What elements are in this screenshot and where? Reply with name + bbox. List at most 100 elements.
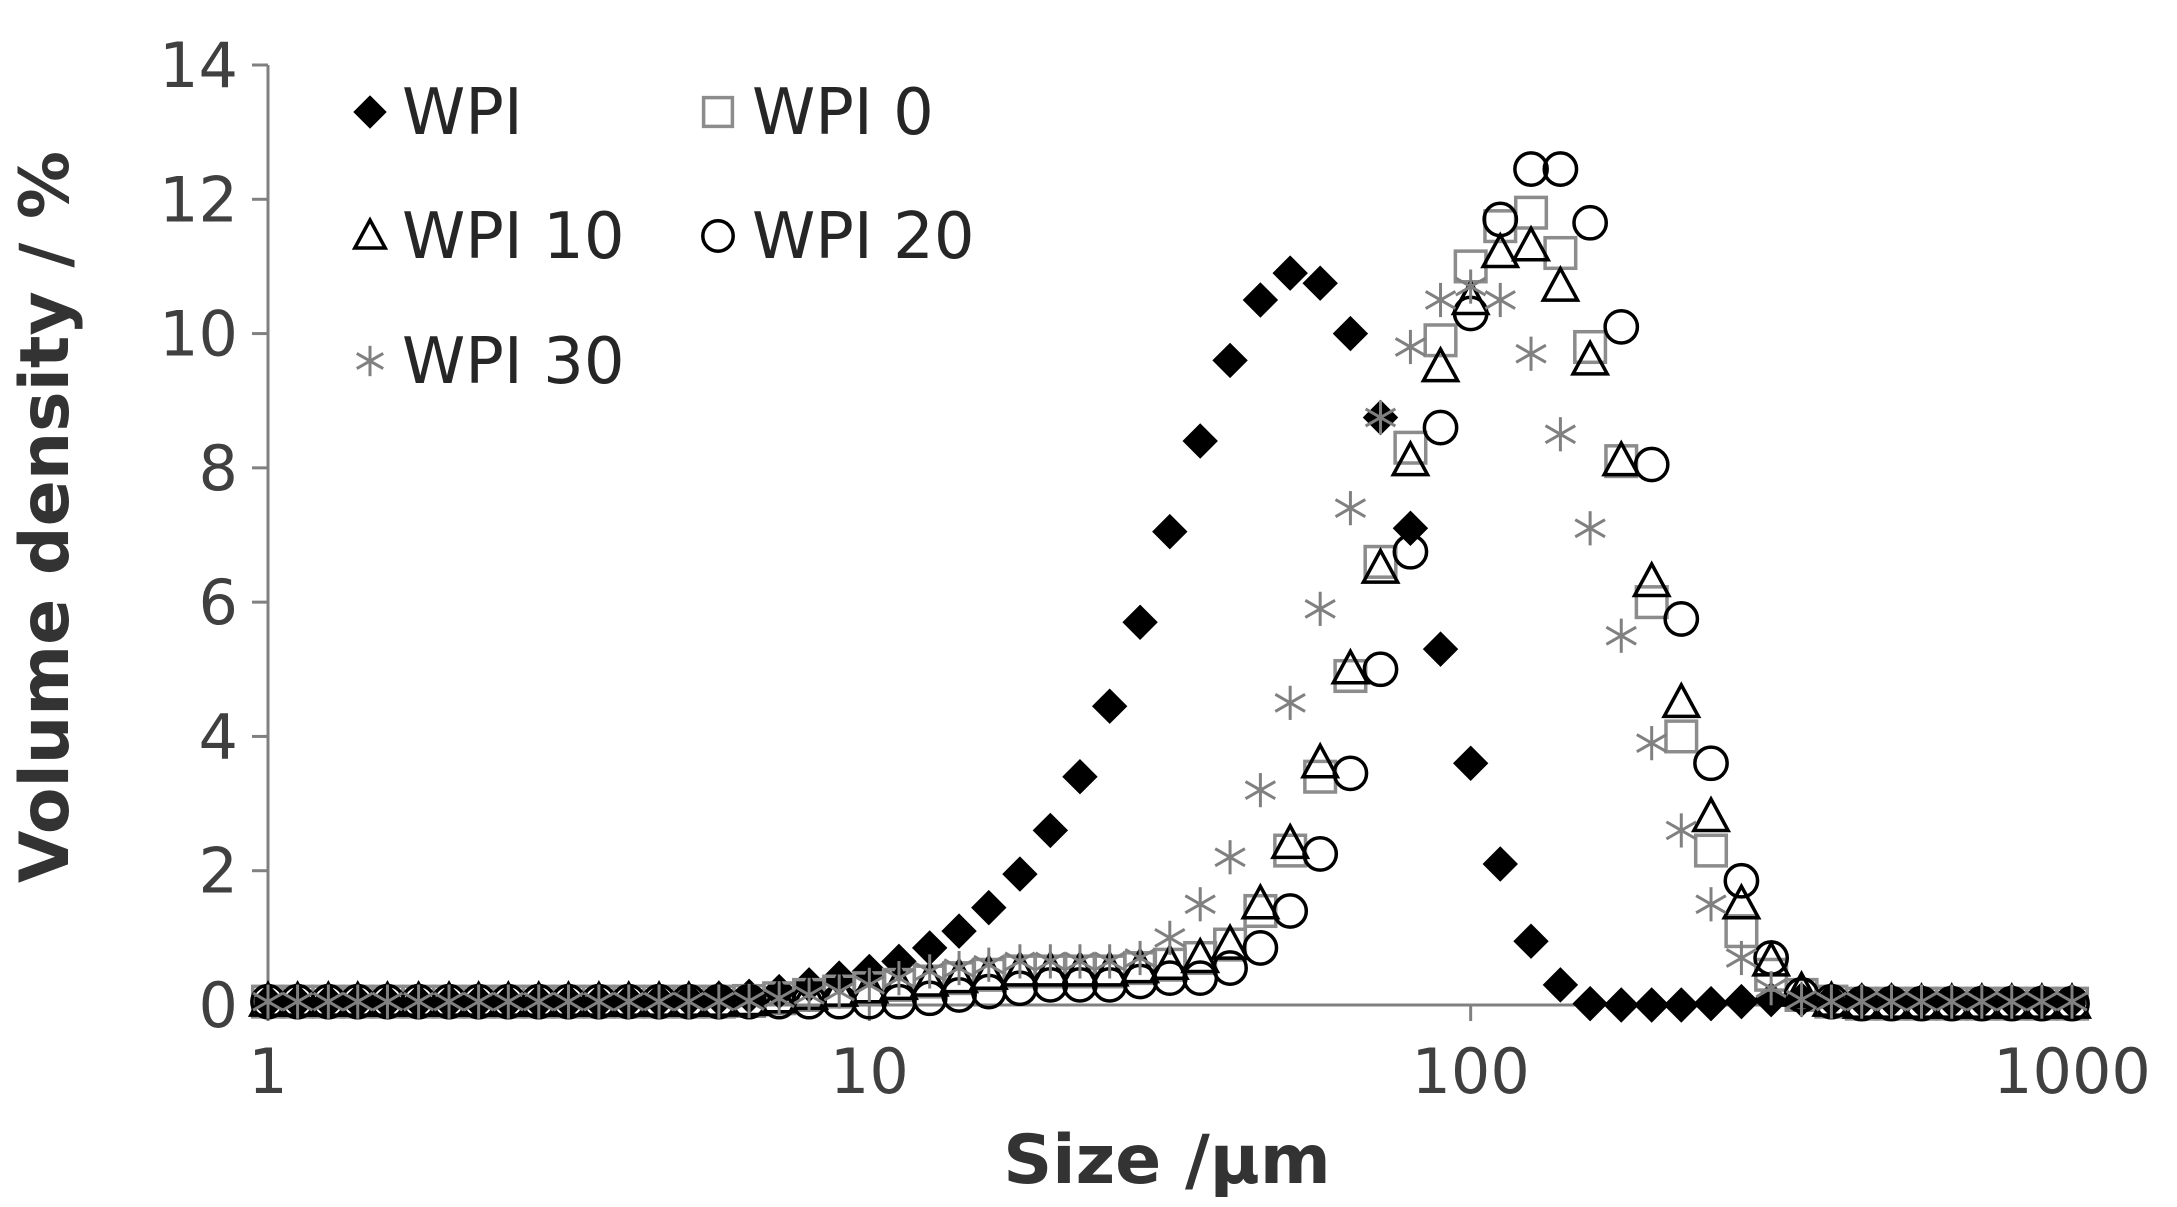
data-point [971,889,1007,926]
data-point [1422,631,1459,667]
legend-label: WPI 0 [752,76,934,150]
data-point [1393,430,1428,465]
data-point [2056,984,2088,1019]
data-point [1272,893,1309,929]
data-point [1364,400,1397,435]
data-point [1182,960,1219,997]
data-point [909,959,950,997]
y-tick-label: 6 [199,566,238,639]
data-point [1570,338,1611,376]
legend-marker [353,95,387,129]
data-point [1360,546,1401,584]
data-point [941,913,977,949]
data-point [973,947,1005,982]
data-point [1636,726,1668,761]
x-tick-label: 100 [1411,1035,1529,1108]
x-ticks: 1 10 100 1000 [248,1005,2151,1108]
data-point [1152,513,1188,550]
data-point [1242,930,1279,966]
data-point [1693,833,1729,868]
data-point [1210,922,1251,960]
legend-label: WPI [402,76,523,150]
data-point [1785,982,1818,1017]
data-point [342,984,374,1019]
legend-item: WPI 20 [701,200,975,274]
data-point [1032,812,1069,849]
data-point [2026,984,2058,1019]
data-point [523,984,555,1019]
data-point [1334,491,1367,526]
plot-series [247,151,2093,1023]
data-point [1034,944,1066,979]
data-point [673,984,705,1019]
data-point [613,984,645,1019]
data-point [1300,741,1341,779]
data-point [1154,920,1186,955]
data-point [462,984,495,1019]
data-point [1330,647,1371,685]
data-point [1572,204,1609,241]
series-wpi-0 [250,195,2090,1021]
data-point [1394,329,1427,365]
data-point [1272,255,1308,291]
data-point [1664,719,1699,754]
series-wpi [250,255,2090,1023]
data-point [1332,315,1369,352]
data-point [1574,511,1606,546]
x-axis-title: Size /μm [1003,1121,1330,1200]
data-point [1151,960,1188,997]
data-point [312,984,344,1019]
data-point [1420,345,1461,383]
data-point [1243,893,1278,929]
data-point [1601,439,1642,477]
data-point [1480,231,1521,269]
y-ticks: 0 2 4 6 8 10 12 14 [159,29,268,1042]
data-point [1605,618,1637,653]
data-point [1064,944,1096,979]
data-point [1273,833,1308,868]
data-point [1603,308,1640,345]
data-point [1633,987,1670,1023]
y-tick-label: 4 [199,700,238,773]
data-point [914,954,946,989]
data-point [1004,944,1036,979]
x-tick-label: 1 [248,1035,287,1108]
legend-label: WPI 20 [752,200,975,274]
data-point [1543,235,1578,271]
data-point [1515,336,1547,371]
data-point [1242,282,1279,318]
data-point [1633,446,1670,483]
data-point [1184,887,1216,922]
data-point [1663,601,1700,637]
data-point [1062,759,1098,795]
data-point [1390,439,1431,477]
data-point [583,984,615,1019]
data-point [943,950,975,986]
data-point [1333,658,1368,694]
data-point [1484,282,1516,318]
data-point [1690,795,1732,833]
x-tick-label: 1000 [1993,1035,2151,1108]
legend-marker [351,216,389,250]
data-point [643,984,675,1019]
data-point [1482,846,1518,882]
series-wpi-30 [252,269,2088,1019]
data-point [1332,755,1369,792]
data-point [1540,264,1581,302]
data-point [402,984,435,1019]
data-point [1661,681,1702,719]
y-tick-label: 2 [199,835,238,908]
legend-item: WPI 0 [701,76,934,150]
axes: 0 2 4 6 8 10 12 14 1 10 100 1000 [159,29,2151,1108]
y-tick-label: 14 [159,29,238,102]
data-point [1002,856,1038,892]
data-point [1755,971,1787,1006]
data-point [281,984,314,1019]
data-point [1244,773,1277,808]
data-point [1455,269,1487,304]
data-point [1723,983,1760,1020]
data-point [1573,329,1608,365]
data-point [1572,985,1608,1022]
data-point [1180,936,1221,974]
